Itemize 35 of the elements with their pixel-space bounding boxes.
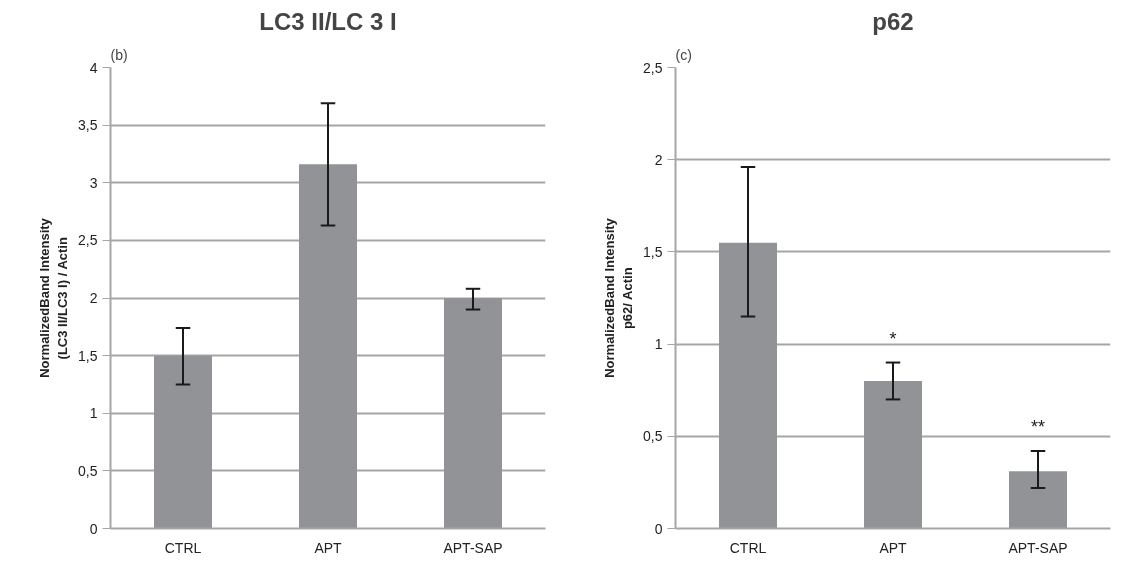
x-tick-label: APT-SAP bbox=[1008, 539, 1068, 556]
y-tick-label: 3,5 bbox=[78, 117, 98, 134]
bar bbox=[299, 164, 357, 529]
annotation: ** bbox=[1031, 417, 1046, 438]
x-tick-label: APT-SAP bbox=[443, 539, 503, 556]
chart-title: LC3 II/LC 3 I bbox=[259, 7, 397, 35]
y-tick-label: 3 bbox=[89, 174, 98, 191]
y-tick-label: 0,5 bbox=[78, 462, 98, 479]
bar bbox=[154, 355, 212, 529]
y-tick-label: 0,5 bbox=[643, 428, 663, 445]
y-tick-label: 2,5 bbox=[78, 232, 98, 249]
x-tick-label: CTRL bbox=[729, 539, 767, 556]
y-tick-label: 2 bbox=[89, 290, 98, 306]
y-tick-label: 0 bbox=[654, 520, 663, 537]
y-axis-title: NormalizedBand Intensity (LC3 II/LC3 I) / Actin bbox=[37, 217, 71, 378]
y-tick-label: 1 bbox=[654, 336, 663, 353]
y-tick-label: 1,5 bbox=[78, 347, 98, 364]
bar bbox=[719, 242, 777, 529]
y-tick-label: 4 bbox=[89, 59, 98, 76]
text: (c) bbox=[675, 46, 692, 63]
x-tick-label: APT bbox=[879, 539, 908, 556]
y-axis-title: NormalizedBand Intensity p62/ Actin bbox=[602, 217, 636, 378]
bar bbox=[1009, 471, 1067, 529]
bar bbox=[444, 298, 502, 529]
x-tick-label: CTRL bbox=[164, 539, 202, 556]
x-tick-label: APT bbox=[314, 539, 343, 556]
y-tick-label: 1 bbox=[89, 405, 98, 422]
text: (b) bbox=[110, 46, 128, 63]
y-tick-label: 1,5 bbox=[643, 243, 663, 260]
y-tick-label: 0 bbox=[89, 520, 98, 537]
bar bbox=[864, 380, 922, 529]
y-tick-label: 2,5 bbox=[643, 59, 663, 76]
annotation: * bbox=[889, 328, 897, 349]
chart-title: p62 bbox=[872, 7, 914, 35]
y-tick-label: 2 bbox=[654, 151, 663, 168]
